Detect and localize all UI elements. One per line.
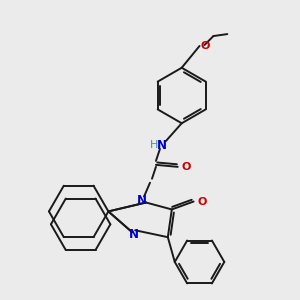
Text: N: N (157, 139, 167, 152)
Text: O: O (182, 162, 191, 172)
Text: N: N (137, 194, 147, 207)
Text: H: H (150, 140, 158, 150)
Text: N: N (129, 228, 139, 241)
Text: O: O (198, 196, 207, 206)
Text: O: O (200, 41, 210, 51)
